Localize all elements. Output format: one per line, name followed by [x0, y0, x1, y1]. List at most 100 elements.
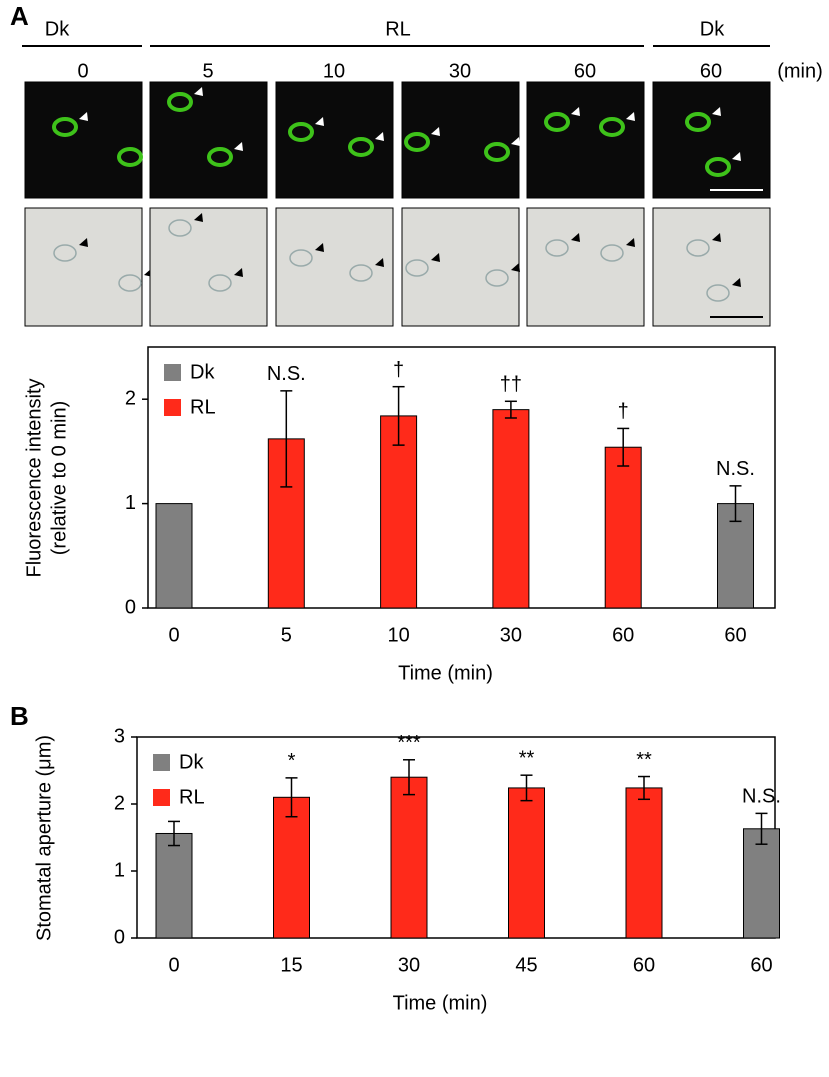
- bar: [604, 446, 642, 609]
- guard-cell: [117, 147, 143, 167]
- arrowhead: [732, 152, 741, 161]
- significance-label: **: [636, 749, 652, 771]
- error-bar: [638, 775, 650, 801]
- fluorescence-image: [652, 81, 771, 199]
- guard-cell: [289, 249, 313, 267]
- x-tick-label: 60: [750, 954, 772, 976]
- arrowhead: [571, 233, 580, 242]
- guard-cell: [600, 244, 624, 262]
- x-tick-label: 0: [168, 624, 179, 646]
- x-tick-label: 60: [612, 624, 634, 646]
- guard-cell: [405, 259, 429, 277]
- guard-cell: [545, 239, 569, 257]
- legend-swatch: [164, 399, 181, 416]
- guard-cell: [118, 274, 142, 292]
- y-tick-label: 0: [114, 926, 125, 948]
- x-tick-label: 60: [633, 954, 655, 976]
- arrowhead: [79, 238, 88, 247]
- guard-cell: [288, 122, 314, 142]
- brightfield-image: [401, 207, 520, 327]
- guard-cell: [685, 112, 711, 132]
- guard-cell: [686, 239, 710, 257]
- time-label: 10: [323, 60, 345, 82]
- guard-cell: [53, 244, 77, 262]
- brightfield-image: [275, 207, 394, 327]
- y-tick-label: 0: [125, 596, 136, 618]
- bar: [155, 503, 193, 609]
- group-label: RL: [385, 18, 411, 40]
- brightfield-image: [149, 207, 268, 327]
- x-tick-label: 0: [168, 954, 179, 976]
- panel-label: A: [10, 1, 29, 31]
- significance-label: N.S.: [267, 363, 306, 385]
- fluorescence-image: [526, 81, 645, 199]
- error-bar: [504, 400, 517, 419]
- guard-cell: [207, 147, 233, 167]
- arrowhead: [315, 117, 324, 126]
- significance-label: †: [393, 359, 404, 381]
- arrowhead: [571, 107, 580, 116]
- plot-frame: [147, 346, 776, 609]
- time-label: 30: [449, 60, 471, 82]
- x-tick-label: 15: [280, 954, 302, 976]
- arrowhead: [194, 213, 203, 222]
- significance-label: **: [519, 747, 535, 769]
- micrographs: [24, 81, 771, 327]
- time-label: 60: [700, 60, 722, 82]
- arrowhead: [315, 243, 324, 252]
- y-tick-label: 3: [114, 725, 125, 747]
- significance-label: N.S.: [716, 458, 755, 480]
- x-tick-label: 60: [724, 624, 746, 646]
- fluorescence-image: [24, 81, 143, 199]
- error-bar: [617, 427, 630, 467]
- legend-swatch: [153, 789, 170, 806]
- arrowhead: [79, 112, 88, 121]
- error-bar: [392, 385, 405, 446]
- guard-cell: [599, 117, 625, 137]
- y-tick-label: 1: [125, 492, 136, 514]
- fluorescence-image: [401, 81, 520, 199]
- guard-cell: [348, 137, 374, 157]
- y-tick-label: 2: [114, 792, 125, 814]
- y-tick-label: 1: [114, 859, 125, 881]
- unit-label: (min): [777, 60, 823, 82]
- arrowhead: [511, 263, 520, 272]
- error-bar: [285, 777, 298, 818]
- bar: [743, 828, 780, 939]
- x-tick-label: 30: [398, 954, 420, 976]
- group-label: Dk: [45, 18, 70, 40]
- y-axis-label: Stomatal aperture (μm): [33, 735, 55, 941]
- arrowhead: [234, 268, 243, 277]
- guard-cell: [349, 264, 373, 282]
- time-label: 60: [574, 60, 596, 82]
- arrowhead: [375, 258, 384, 267]
- bar: [380, 415, 418, 609]
- plot-frame: [136, 736, 776, 939]
- bar: [273, 796, 310, 939]
- arrowhead: [375, 132, 384, 141]
- y-axis-label: (relative to 0 min): [48, 401, 70, 556]
- arrowhead: [712, 233, 721, 242]
- arrowhead: [431, 127, 440, 136]
- legend-swatch: [164, 364, 181, 381]
- arrowhead: [194, 87, 203, 96]
- legend-label: RL: [190, 396, 216, 418]
- brightfield-image: [652, 207, 771, 327]
- error-bar: [520, 774, 533, 802]
- x-axis-label: Time (min): [393, 992, 488, 1014]
- y-axis-label: Fluorescence intensity: [23, 379, 45, 578]
- bar: [625, 787, 663, 939]
- brightfield-image: [24, 207, 143, 327]
- error-bar: [280, 390, 293, 488]
- significance-label: N.S.: [742, 786, 781, 808]
- arrowhead: [511, 137, 520, 146]
- error-bar: [755, 812, 768, 845]
- guard-cell: [544, 112, 570, 132]
- group-label: Dk: [700, 18, 725, 40]
- guard-cell: [484, 142, 510, 162]
- x-tick-label: 5: [281, 624, 292, 646]
- guard-cell: [168, 219, 192, 237]
- arrowhead: [732, 278, 741, 287]
- legend-label: RL: [179, 786, 205, 808]
